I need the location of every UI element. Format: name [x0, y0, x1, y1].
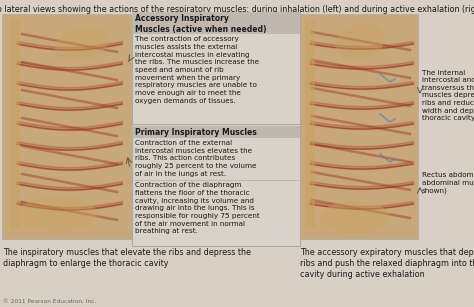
FancyBboxPatch shape — [132, 12, 300, 124]
Text: The inspiratory muscles that elevate the ribs and depress the
diaphragm to enlar: The inspiratory muscles that elevate the… — [3, 248, 251, 268]
FancyBboxPatch shape — [10, 19, 20, 229]
Text: The accessory expiratory muscles that depress the
ribs and push the relaxed diap: The accessory expiratory muscles that de… — [300, 248, 474, 279]
Text: © 2011 Pearson Education, Inc.: © 2011 Pearson Education, Inc. — [3, 299, 96, 304]
Text: Accessory Inspiratory
Muscles (active when needed): Accessory Inspiratory Muscles (active wh… — [135, 14, 266, 34]
Ellipse shape — [320, 201, 390, 233]
FancyBboxPatch shape — [132, 126, 300, 246]
FancyBboxPatch shape — [305, 19, 315, 229]
Text: The internal
intercostal and
transversus thoracis
muscles depress the
ribs and r: The internal intercostal and transversus… — [422, 70, 474, 121]
FancyBboxPatch shape — [2, 14, 132, 239]
Text: Primary Inspiratory Muscles: Primary Inspiratory Muscles — [135, 128, 257, 137]
Ellipse shape — [17, 196, 97, 231]
Text: The contraction of accessory
muscles assists the external
intercostal muscles in: The contraction of accessory muscles ass… — [135, 36, 259, 104]
Text: Rectus abdominis (other
abdominal muscles not
shown): Rectus abdominis (other abdominal muscle… — [422, 172, 474, 194]
Text: Two lateral views showing the actions of the respiratory muscles: during inhalat: Two lateral views showing the actions of… — [0, 5, 474, 14]
Ellipse shape — [336, 24, 384, 60]
Text: Contraction of the external
intercostal muscles elevates the
ribs. This action c: Contraction of the external intercostal … — [135, 140, 256, 177]
FancyBboxPatch shape — [132, 12, 300, 34]
FancyBboxPatch shape — [300, 14, 418, 239]
Ellipse shape — [55, 26, 109, 62]
Text: Contraction of the diaphragm
flattens the floor of the thoracic
cavity, increasi: Contraction of the diaphragm flattens th… — [135, 182, 260, 235]
FancyBboxPatch shape — [132, 126, 300, 138]
